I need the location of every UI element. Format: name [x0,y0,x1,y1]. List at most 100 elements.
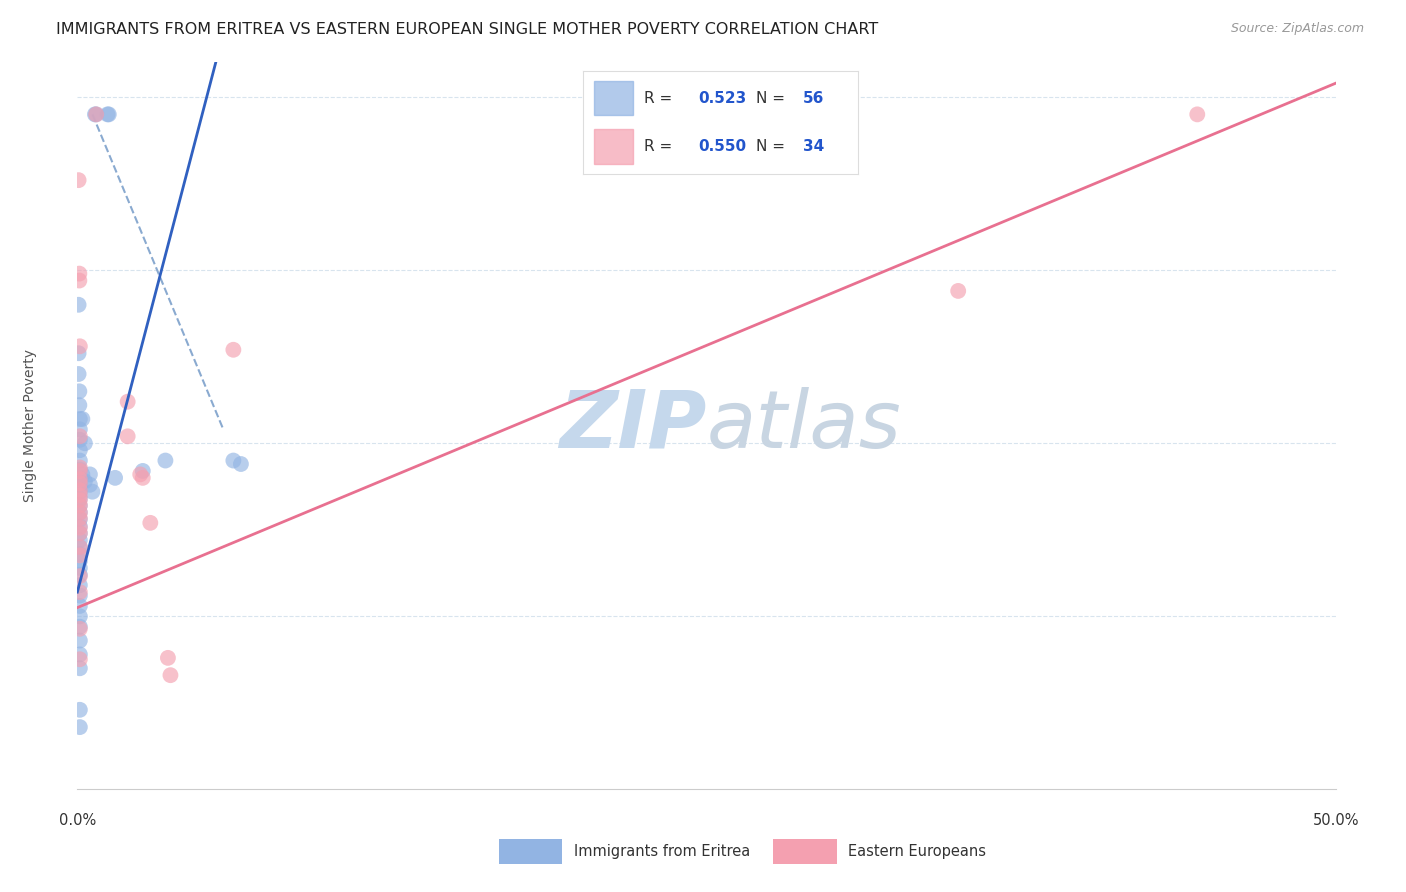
Point [156,651,179,665]
Point [132,464,155,478]
Point [104,471,127,485]
Point [67,267,90,281]
Point [67,346,90,360]
Point [67,367,90,381]
Point [67,384,90,399]
Point [84,107,107,121]
Point [69,622,91,636]
Text: Single Mother Poverty: Single Mother Poverty [22,350,37,502]
Point [69,578,91,592]
Point [132,471,155,485]
Point [69,620,91,634]
Point [79,477,101,491]
Text: 0.0%: 0.0% [59,813,96,828]
Point [69,511,91,525]
Point [69,512,91,526]
Point [69,460,91,475]
Point [69,412,91,426]
Point [72,467,94,482]
Point [69,462,91,476]
Point [69,567,91,582]
Point [69,569,91,583]
Point [69,547,91,561]
Bar [595,80,633,115]
Point [69,533,91,548]
Point [96,107,118,121]
Point [222,343,245,357]
Point [69,422,91,436]
Text: 50.0%: 50.0% [1312,813,1360,828]
Point [69,484,91,499]
Text: 34: 34 [803,139,824,153]
Point [69,429,91,443]
Point [69,526,91,541]
Point [69,488,91,502]
Text: 0.523: 0.523 [699,90,747,105]
Point [69,599,91,613]
Text: Eastern Europeans: Eastern Europeans [848,845,986,859]
Point [69,609,91,624]
Point [69,585,91,599]
Point [69,506,91,520]
Point [69,499,91,513]
Point [73,475,96,489]
Point [129,467,152,482]
Point [67,298,90,312]
Text: Source: ZipAtlas.com: Source: ZipAtlas.com [1230,22,1364,36]
Point [67,398,90,412]
Point [139,516,162,530]
Point [69,506,91,520]
Bar [595,128,633,163]
Point [69,471,91,485]
Point [69,476,91,491]
Point [69,443,91,458]
Point [69,648,91,662]
Point [69,521,91,535]
Text: ZIP: ZIP [560,387,707,465]
Text: R =: R = [644,139,676,153]
Point [69,561,91,575]
Point [1187,107,1209,121]
Point [97,107,120,121]
Point [69,652,91,666]
Point [69,554,91,568]
Point [67,274,90,288]
Point [67,173,90,187]
Point [69,526,91,541]
Point [79,467,101,482]
Point [69,720,91,734]
Point [72,412,94,426]
Point [69,549,91,563]
Point [69,464,91,478]
Text: Immigrants from Eritrea: Immigrants from Eritrea [574,845,749,859]
Point [69,633,91,648]
Point [69,589,91,603]
Point [69,433,91,447]
Point [84,107,107,121]
Point [69,703,91,717]
Point [155,453,177,467]
Point [159,668,181,682]
Point [948,284,970,298]
Text: 0.550: 0.550 [699,139,747,153]
Text: 56: 56 [803,90,824,105]
Point [69,453,91,467]
Point [222,453,245,467]
Point [117,429,139,443]
Text: N =: N = [756,139,790,153]
Text: IMMIGRANTS FROM ERITREA VS EASTERN EUROPEAN SINGLE MOTHER POVERTY CORRELATION CH: IMMIGRANTS FROM ERITREA VS EASTERN EUROP… [56,22,879,37]
Point [229,457,252,471]
Point [82,484,104,499]
Point [69,661,91,675]
Point [69,519,91,533]
Point [69,472,91,486]
Point [69,339,91,353]
Point [84,107,107,121]
Text: N =: N = [756,90,790,105]
Point [69,483,91,498]
Point [69,540,91,554]
Point [69,477,91,491]
Text: atlas: atlas [707,387,901,465]
Point [69,493,91,508]
Point [69,540,91,554]
